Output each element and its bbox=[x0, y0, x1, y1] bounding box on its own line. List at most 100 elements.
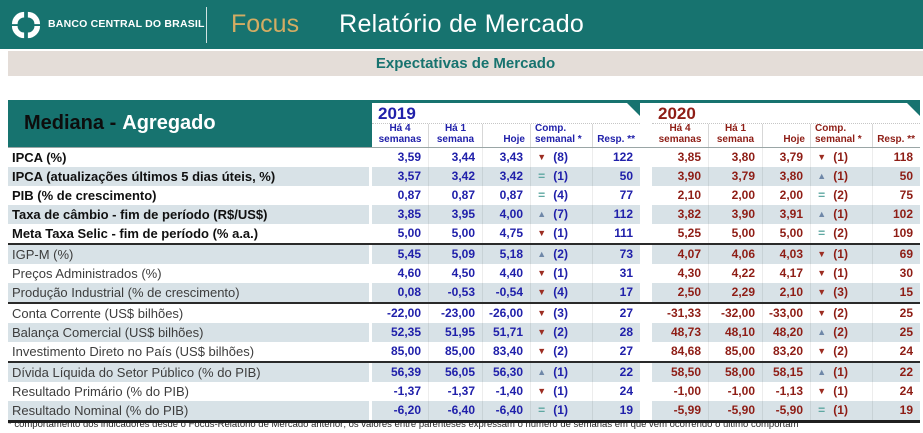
year-values-2020: 58,50 58,00 58,15 ▲ (1) 22 bbox=[652, 363, 920, 382]
year-values-2020: 3,90 3,79 3,80 ▲ (1) 50 bbox=[652, 167, 920, 186]
brand-focus: Focus bbox=[231, 10, 300, 38]
value-w4: 0,08 bbox=[397, 285, 421, 299]
table-row: Preços Administrados (%) 4,60 4,50 4,40 ▼ (1)… bbox=[8, 264, 920, 283]
weeks-count: (1) bbox=[553, 169, 568, 183]
table-row: Dívida Líquida do Setor Público (% do PI… bbox=[8, 361, 920, 382]
respondents-count: 17 bbox=[592, 283, 640, 302]
weeks-count: (3) bbox=[553, 306, 568, 320]
year-values-2019: 52,35 51,95 51,71 ▼ (2) 28 bbox=[372, 323, 640, 342]
trend-equal-icon: = bbox=[818, 188, 826, 202]
year-gap bbox=[640, 363, 652, 382]
column-header-w4: Há 4 semanas bbox=[378, 123, 422, 145]
app-header: BANCO CENTRAL DO BRASIL Focus Relatório … bbox=[0, 0, 923, 49]
table-row: Conta Corrente (US$ bilhões) -22,00 -23,00… bbox=[8, 302, 920, 323]
comp-semanal-cell: ▲ (2) bbox=[810, 323, 872, 342]
comp-semanal-cell: ▼ (1) bbox=[810, 382, 872, 401]
year-values-2019: -1,37 -1,37 -1,40 ▼ (1) 24 bbox=[372, 382, 640, 401]
value-w1: 3,80 bbox=[708, 148, 762, 167]
comp-semanal-cell: ▲ (7) bbox=[530, 205, 592, 224]
value-w4: 3,59 bbox=[397, 150, 421, 164]
value-w1: 2,29 bbox=[708, 283, 762, 302]
value-w4: 56,39 bbox=[390, 365, 421, 379]
row-label: Investimento Direto no País (US$ bilhões… bbox=[8, 342, 372, 361]
column-header-w1: Há 1 semana bbox=[428, 123, 482, 147]
row-label: IPCA (%) bbox=[8, 148, 372, 167]
weeks-count: (1) bbox=[833, 150, 848, 164]
weeks-count: (1) bbox=[553, 403, 568, 417]
year-tab-2019: 2019 Há 4 semanas Há 1 semana Hoje Comp. sem… bbox=[372, 103, 640, 147]
respondents-count: 25 bbox=[872, 323, 920, 342]
year-values-2020: -1,00 -1,00 -1,13 ▼ (1) 24 bbox=[652, 382, 920, 401]
year-gap bbox=[640, 382, 652, 401]
table-row: Investimento Direto no País (US$ bilhões… bbox=[8, 342, 920, 361]
value-hoje: 4,17 bbox=[762, 264, 810, 283]
row-label: PIB (% de crescimento) bbox=[8, 186, 372, 205]
table-row: Resultado Nominal (% do PIB) -6,20 -6,40 -6… bbox=[8, 401, 920, 420]
logo-text: BANCO CENTRAL DO BRASIL bbox=[48, 18, 205, 31]
year-values-2019: 5,45 5,09 5,18 ▲ (2) 73 bbox=[372, 245, 640, 264]
column-header-w4: Há 4 semanas bbox=[658, 123, 702, 145]
year-gap bbox=[640, 323, 652, 342]
value-w1: 85,00 bbox=[708, 342, 762, 361]
value-w4: 2,10 bbox=[677, 188, 701, 202]
comp-semanal-cell: ▲ (1) bbox=[810, 363, 872, 382]
trend-equal-icon: = bbox=[818, 226, 826, 240]
value-hoje: 58,15 bbox=[762, 363, 810, 382]
report-title: Relatório de Mercado bbox=[339, 10, 585, 38]
respondents-count: 19 bbox=[872, 401, 920, 420]
year-gap bbox=[640, 148, 652, 167]
trend-down-icon: ▼ bbox=[817, 268, 827, 278]
weeks-count: (2) bbox=[553, 344, 568, 358]
value-w1: -0,53 bbox=[428, 283, 482, 302]
respondents-count: 28 bbox=[592, 323, 640, 342]
row-label: Balança Comercial (US$ bilhões) bbox=[8, 323, 372, 342]
year-gap bbox=[640, 186, 652, 205]
value-w1: 3,90 bbox=[708, 205, 762, 224]
value-w1: -6,40 bbox=[428, 401, 482, 420]
row-label: Preços Administrados (%) bbox=[8, 264, 372, 283]
comp-semanal-cell: ▲ (1) bbox=[810, 205, 872, 224]
year-values-2020: 2,10 2,00 2,00 = (2) 75 bbox=[652, 186, 920, 205]
column-header-hoje: Hoje bbox=[482, 124, 530, 147]
table-row: Produção Industrial (% de crescimento) 0,… bbox=[8, 283, 920, 302]
weeks-count: (1) bbox=[833, 365, 848, 379]
year-values-2019: 4,60 4,50 4,40 ▼ (1) 31 bbox=[372, 264, 640, 283]
trend-down-icon: ▼ bbox=[537, 287, 547, 297]
value-w1: -1,37 bbox=[428, 382, 482, 401]
bcb-logo-icon bbox=[11, 11, 41, 38]
value-w4: 48,73 bbox=[670, 325, 701, 339]
value-hoje: -1,40 bbox=[482, 382, 530, 401]
year-gap bbox=[640, 224, 652, 243]
value-w1: -32,00 bbox=[708, 304, 762, 323]
table-header: Mediana - Agregado 2019 Há 4 semanas Há 1 … bbox=[8, 100, 920, 148]
weeks-count: (2) bbox=[553, 247, 568, 261]
value-hoje: 83,40 bbox=[482, 342, 530, 361]
year-label: 2019 bbox=[372, 103, 640, 124]
respondents-count: 77 bbox=[592, 186, 640, 205]
header-divider bbox=[206, 6, 207, 43]
respondents-count: 27 bbox=[592, 342, 640, 361]
weeks-count: (2) bbox=[833, 226, 848, 240]
year-values-2019: 0,08 -0,53 -0,54 ▼ (4) 17 bbox=[372, 283, 640, 302]
trend-equal-icon: = bbox=[818, 403, 826, 417]
value-w1: -5,90 bbox=[708, 401, 762, 420]
bcb-logo: BANCO CENTRAL DO BRASIL bbox=[0, 10, 206, 40]
year-tab-2020: 2020 Há 4 semanas Há 1 semana Hoje Comp. sem… bbox=[652, 103, 920, 147]
value-w1: 51,95 bbox=[428, 323, 482, 342]
row-label: IPCA (atualizações últimos 5 dias úteis,… bbox=[8, 167, 372, 186]
comp-semanal-cell: ▲ (2) bbox=[530, 245, 592, 264]
weeks-count: (3) bbox=[833, 285, 848, 299]
trend-down-icon: ▼ bbox=[817, 152, 827, 162]
trend-equal-icon: = bbox=[538, 403, 546, 417]
value-w4: -22,00 bbox=[386, 306, 421, 320]
value-w4: 2,50 bbox=[677, 285, 701, 299]
trend-down-icon: ▼ bbox=[817, 287, 827, 297]
value-w1: 48,10 bbox=[708, 323, 762, 342]
year-gap bbox=[640, 103, 652, 147]
table-row: IPCA (atualizações últimos 5 dias úteis,… bbox=[8, 167, 920, 186]
year-values-2019: 5,00 5,00 4,75 ▼ (1) 111 bbox=[372, 224, 640, 243]
value-w1: 5,00 bbox=[708, 224, 762, 243]
comp-semanal-cell: = (1) bbox=[530, 167, 592, 186]
value-w4: -1,37 bbox=[393, 384, 421, 398]
trend-down-icon: ▼ bbox=[537, 386, 547, 396]
